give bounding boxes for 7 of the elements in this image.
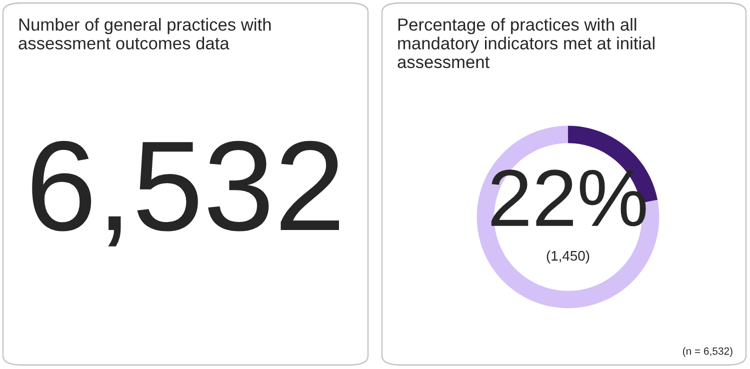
chart-title: Percentage of practices with all mandatory indicators met at initial assessment xyxy=(398,18,654,68)
donut-slice xyxy=(476,126,660,308)
text: 6,532 xyxy=(32,140,339,246)
text: (n = 6,532) xyxy=(682,347,732,357)
text: 22% xyxy=(491,170,646,226)
text: Number of general practices with assessment outcomes data xyxy=(18,18,271,50)
text: (1,450) xyxy=(546,250,590,264)
